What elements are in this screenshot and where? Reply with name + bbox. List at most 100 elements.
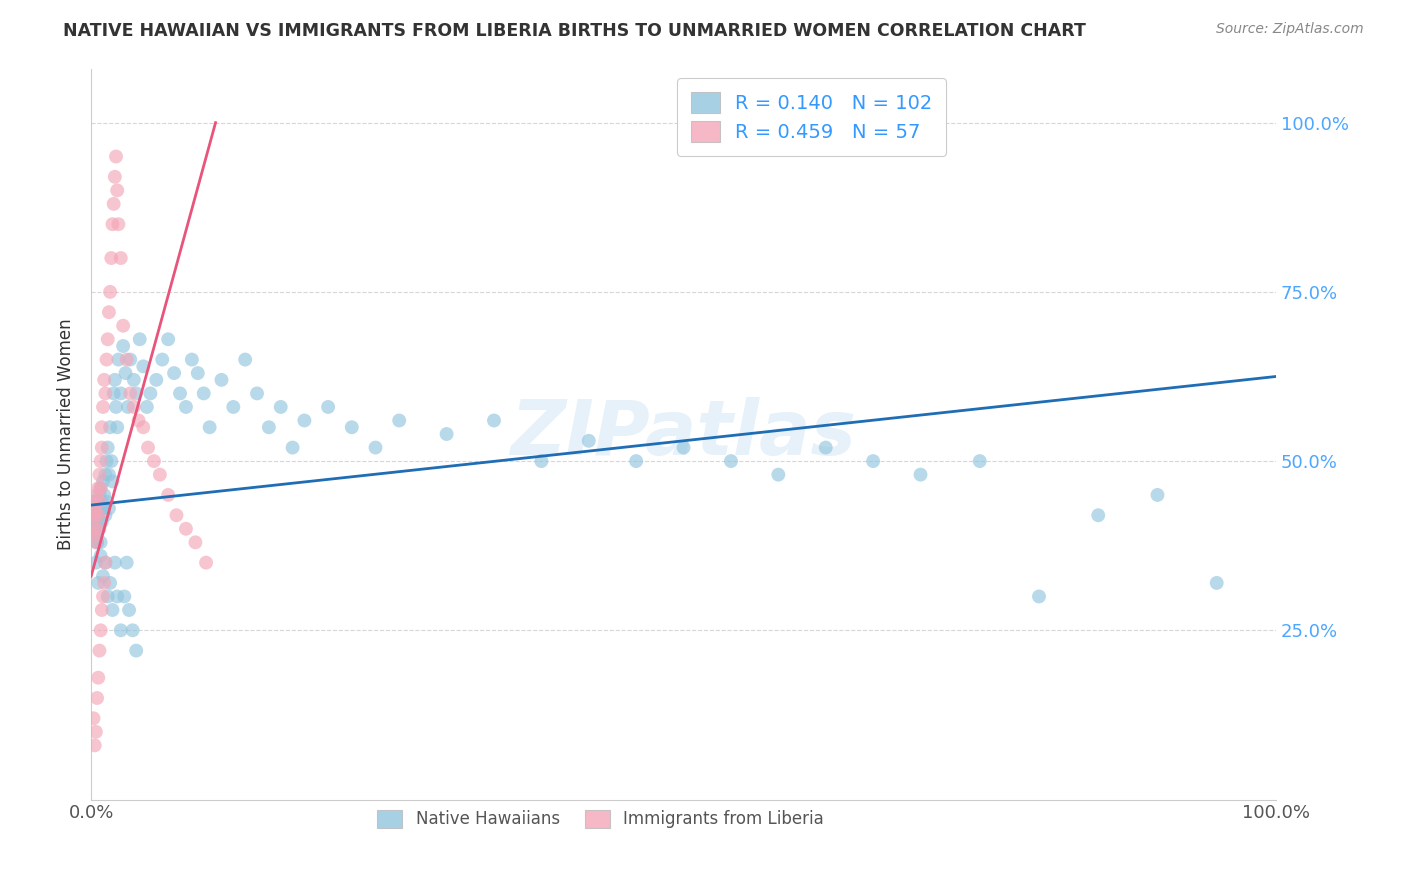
Point	[125, 643, 148, 657]
Point	[193, 386, 215, 401]
Point	[187, 366, 209, 380]
Point	[110, 386, 132, 401]
Point	[624, 454, 647, 468]
Point	[86, 515, 108, 529]
Point	[180, 352, 202, 367]
Point	[195, 556, 218, 570]
Point	[114, 366, 136, 380]
Point	[97, 305, 120, 319]
Point	[1087, 508, 1109, 523]
Point	[122, 400, 145, 414]
Point	[132, 359, 155, 374]
Point	[364, 441, 387, 455]
Point	[115, 352, 138, 367]
Point	[91, 475, 114, 489]
Text: ZIPatlas: ZIPatlas	[510, 397, 856, 471]
Point	[83, 522, 105, 536]
Point	[120, 352, 142, 367]
Point	[136, 441, 159, 455]
Point	[98, 576, 121, 591]
Point	[482, 413, 505, 427]
Point	[94, 556, 117, 570]
Point	[1205, 576, 1227, 591]
Point	[98, 420, 121, 434]
Point	[90, 420, 112, 434]
Point	[163, 366, 186, 380]
Point	[105, 183, 128, 197]
Point	[83, 508, 105, 523]
Point	[910, 467, 932, 482]
Point	[82, 494, 104, 508]
Point	[83, 522, 105, 536]
Point	[105, 590, 128, 604]
Point	[436, 427, 458, 442]
Point	[105, 420, 128, 434]
Point	[105, 149, 128, 163]
Point	[98, 285, 121, 299]
Point	[91, 569, 114, 583]
Point	[103, 386, 125, 401]
Point	[768, 467, 790, 482]
Point	[107, 217, 129, 231]
Point	[83, 528, 105, 542]
Point	[112, 339, 135, 353]
Point	[122, 373, 145, 387]
Point	[121, 624, 143, 638]
Point	[198, 420, 221, 434]
Point	[246, 386, 269, 401]
Point	[110, 624, 132, 638]
Point	[145, 373, 167, 387]
Point	[174, 400, 197, 414]
Point	[101, 217, 124, 231]
Point	[128, 332, 150, 346]
Point	[87, 508, 110, 523]
Point	[84, 508, 107, 523]
Point	[112, 590, 135, 604]
Point	[233, 352, 256, 367]
Point	[814, 441, 837, 455]
Point	[97, 467, 120, 482]
Point	[87, 481, 110, 495]
Y-axis label: Births to Unmarried Women: Births to Unmarried Women	[58, 318, 75, 549]
Point	[105, 400, 128, 414]
Point	[530, 454, 553, 468]
Point	[89, 522, 111, 536]
Point	[83, 739, 105, 753]
Point	[90, 535, 112, 549]
Point	[184, 535, 207, 549]
Point	[125, 386, 148, 401]
Point	[211, 373, 233, 387]
Point	[128, 413, 150, 427]
Point	[87, 494, 110, 508]
Point	[89, 501, 111, 516]
Point	[83, 508, 105, 523]
Point	[96, 494, 118, 508]
Point	[97, 590, 120, 604]
Point	[96, 454, 118, 468]
Point	[101, 603, 124, 617]
Point	[100, 454, 122, 468]
Point	[84, 724, 107, 739]
Point	[86, 691, 108, 706]
Point	[93, 488, 115, 502]
Point	[89, 467, 111, 482]
Point	[89, 494, 111, 508]
Point	[90, 481, 112, 495]
Legend: Native Hawaiians, Immigrants from Liberia: Native Hawaiians, Immigrants from Liberi…	[371, 803, 831, 835]
Point	[86, 501, 108, 516]
Point	[90, 481, 112, 495]
Point	[93, 576, 115, 591]
Point	[86, 535, 108, 549]
Point	[91, 400, 114, 414]
Point	[316, 400, 339, 414]
Point	[83, 711, 105, 725]
Point	[139, 386, 162, 401]
Point	[83, 522, 105, 536]
Point	[150, 352, 173, 367]
Point	[388, 413, 411, 427]
Point	[120, 386, 142, 401]
Point	[87, 508, 110, 523]
Point	[104, 169, 127, 184]
Point	[87, 576, 110, 591]
Point	[100, 251, 122, 265]
